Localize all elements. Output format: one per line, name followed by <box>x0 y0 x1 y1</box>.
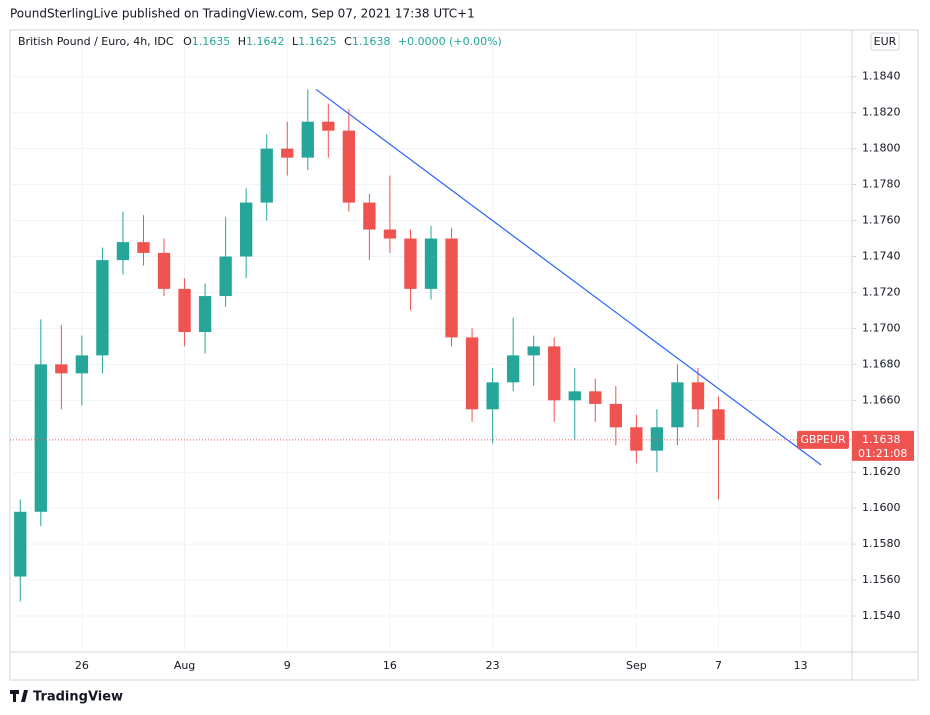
candle-body <box>363 202 376 230</box>
candle-body <box>301 121 314 158</box>
last-price-box <box>852 430 914 461</box>
x-tick-label: 7 <box>715 659 722 672</box>
candle-body <box>671 382 684 428</box>
candle-body <box>240 202 253 257</box>
frame <box>9 29 919 681</box>
logo: TradingView <box>10 690 123 705</box>
legend-title: British Pound / Euro, 4h, IDC <box>18 35 174 48</box>
y-tick-label: 1.1840 <box>862 70 901 83</box>
candle-body <box>383 229 397 239</box>
x-tick-label: 13 <box>794 659 808 672</box>
x-tick-label: 26 <box>75 659 89 672</box>
marks <box>10 88 852 602</box>
candle-body <box>527 346 540 356</box>
y-tick-label: 1.1780 <box>862 178 901 191</box>
y-tick-label: 1.1560 <box>862 573 901 586</box>
candle-body <box>281 148 294 158</box>
legend-low: 1.1625 <box>298 35 337 48</box>
candle-body <box>55 364 68 374</box>
candle-body <box>609 403 622 428</box>
candle-body <box>486 382 499 410</box>
x-tick-label: 23 <box>486 659 500 672</box>
candle-body <box>404 238 417 289</box>
currency-box[interactable] <box>870 32 900 51</box>
candle-body <box>75 355 89 374</box>
footer: TradingView <box>33 690 123 705</box>
candle-body <box>322 121 335 131</box>
legend: British Pound / Euro, 4h, IDC O1.1635 H1… <box>18 35 502 48</box>
candle-body <box>219 256 232 297</box>
y-tick-label: 1.1760 <box>862 214 901 227</box>
legend-h-label: H <box>238 35 246 48</box>
y-tick-label: 1.1820 <box>862 106 901 119</box>
candle-body <box>589 391 602 404</box>
legend-l-label: L <box>292 35 299 48</box>
y-tick-label: 1.1720 <box>862 285 901 298</box>
candle-body <box>465 337 479 410</box>
y-tick-label: 1.1660 <box>862 393 901 406</box>
grid <box>10 30 852 652</box>
y-tick-label: 1.1680 <box>862 357 901 370</box>
x-tick-label: 9 <box>284 659 291 672</box>
candle-body <box>116 242 130 261</box>
candle-body <box>178 288 191 333</box>
y-tick-label: 1.1700 <box>862 321 901 334</box>
header: PoundSterlingLive published on TradingVi… <box>10 7 475 21</box>
candle-body <box>14 511 27 577</box>
candle-body <box>260 148 273 203</box>
candle-body <box>630 427 643 451</box>
last-price: 1.1638 <box>862 433 901 446</box>
candle-body <box>445 238 458 338</box>
y-tick-label: 1.1620 <box>862 465 901 478</box>
candle-body <box>712 409 725 440</box>
legend-change: +0.0000 (+0.00%) <box>398 35 502 48</box>
candle-body <box>137 242 150 253</box>
candle-body <box>198 296 212 333</box>
candle-body <box>424 238 438 289</box>
y-tick-label: 1.1740 <box>862 250 901 263</box>
candle-body <box>650 427 664 451</box>
candle-body <box>506 355 520 383</box>
y-tick-label: 1.1540 <box>862 609 901 622</box>
legend-high: 1.1642 <box>246 35 285 48</box>
x-tick-label: Aug <box>174 659 195 672</box>
symbol-box <box>797 430 849 449</box>
candle-body <box>548 346 561 401</box>
legend-o-label: O <box>183 35 192 48</box>
candle-body <box>342 130 356 203</box>
y-tick-label: 1.1800 <box>862 142 901 155</box>
x-tick-label: Sep <box>626 659 647 672</box>
trendline <box>315 88 822 466</box>
candle-body <box>157 252 171 289</box>
candle-body <box>568 391 581 401</box>
symbol: GBPEUR <box>800 433 846 446</box>
y-tick-label: 1.1580 <box>862 537 901 550</box>
legend-open: 1.1635 <box>192 35 231 48</box>
legend-c-label: C <box>344 35 352 48</box>
legend-close: 1.1638 <box>352 35 391 48</box>
candle-body <box>96 260 109 356</box>
y-tick-label: 1.1600 <box>862 501 901 514</box>
currency[interactable]: EUR <box>874 35 897 48</box>
candle-body <box>34 364 47 512</box>
candle-body <box>691 382 705 410</box>
countdown: 01:21:08 <box>858 447 907 460</box>
x-tick-label: 16 <box>383 659 397 672</box>
